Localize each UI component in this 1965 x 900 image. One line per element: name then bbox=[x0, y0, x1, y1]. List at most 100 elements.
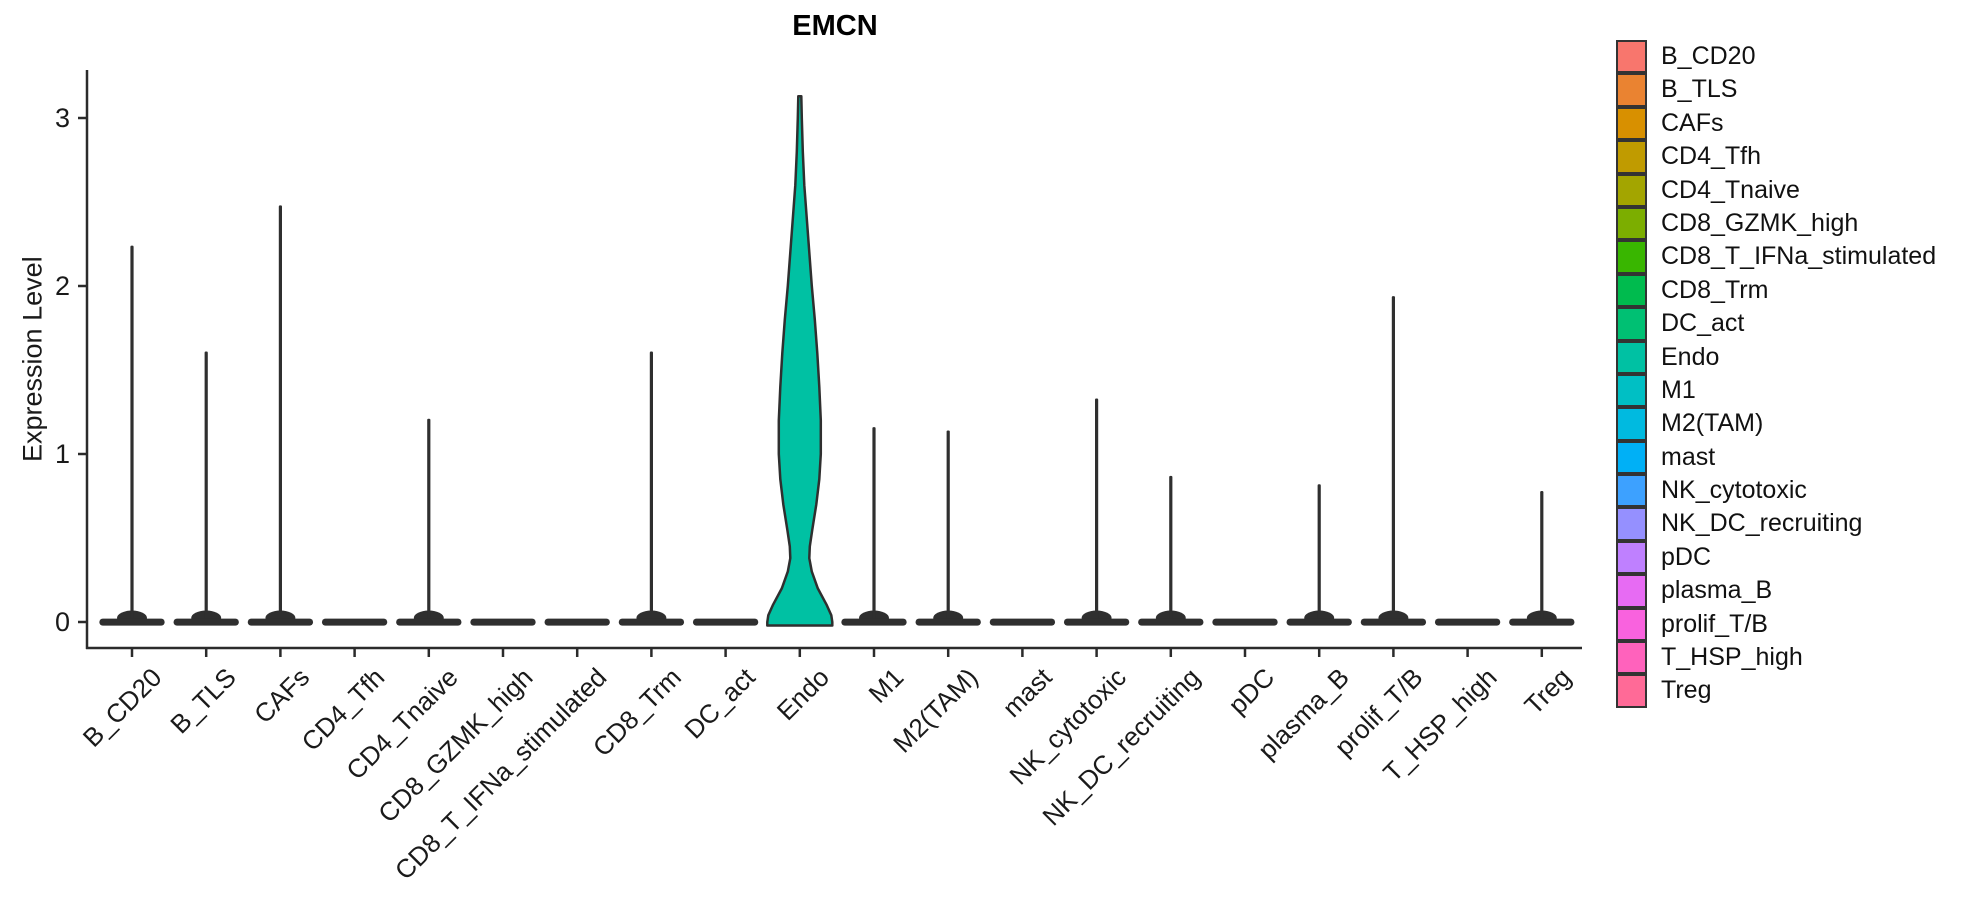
legend-item: pDC bbox=[1616, 540, 1936, 575]
violin-base bbox=[321, 618, 388, 626]
violin-base bbox=[544, 618, 610, 626]
violin-endo bbox=[766, 94, 834, 627]
legend-label: M2(TAM) bbox=[1661, 409, 1764, 438]
legend-label: M1 bbox=[1661, 375, 1696, 404]
violin-base bbox=[99, 618, 165, 626]
violin-base bbox=[618, 618, 685, 626]
violin-base bbox=[915, 618, 981, 626]
legend-label: DC_act bbox=[1661, 309, 1745, 338]
violin-spike bbox=[946, 430, 950, 622]
legend-item: DC_act bbox=[1616, 307, 1936, 341]
y-tick-label: 2 bbox=[55, 271, 70, 301]
violin-spike bbox=[649, 351, 653, 622]
violin-base bbox=[692, 618, 759, 626]
legend-item: T_HSP_high bbox=[1616, 641, 1936, 675]
y-tick-label: 0 bbox=[55, 607, 70, 637]
legend-item: CAFs bbox=[1616, 106, 1936, 141]
legend-item: NK_cytotoxic bbox=[1616, 474, 1936, 508]
violin-spike bbox=[1540, 490, 1544, 622]
legend-item: B_CD20 bbox=[1616, 40, 1936, 74]
legend-swatch-icon bbox=[1616, 140, 1647, 174]
legend-swatch-icon bbox=[1616, 240, 1647, 274]
violin-base bbox=[1212, 618, 1278, 626]
legend-item: plasma_B bbox=[1616, 574, 1936, 608]
legend-item: B_TLS bbox=[1616, 73, 1936, 107]
violin-spike bbox=[1317, 484, 1321, 622]
legend-swatch-icon bbox=[1616, 373, 1647, 408]
violin-base bbox=[1509, 618, 1575, 626]
legend-label: B_TLS bbox=[1661, 75, 1738, 104]
violin-base bbox=[173, 618, 239, 626]
violin-base bbox=[841, 618, 907, 626]
y-tick-label: 1 bbox=[55, 439, 70, 469]
legend-swatch-icon bbox=[1616, 307, 1647, 341]
legend-item: CD4_Tnaive bbox=[1616, 173, 1936, 207]
legend-item: mast bbox=[1616, 440, 1936, 475]
violin-base bbox=[247, 618, 314, 626]
violin-spike bbox=[427, 418, 431, 622]
violin-spike bbox=[130, 245, 134, 622]
legend-label: pDC bbox=[1661, 542, 1712, 571]
legend-item: CD8_GZMK_high bbox=[1616, 206, 1936, 241]
legend-swatch-icon bbox=[1616, 407, 1647, 441]
legend-item: M1 bbox=[1616, 373, 1936, 408]
violin-spike bbox=[1095, 398, 1099, 622]
legend-swatch-icon bbox=[1616, 574, 1647, 608]
legend-swatch-icon bbox=[1616, 440, 1647, 475]
legend-swatch-icon bbox=[1616, 206, 1647, 241]
violin-base bbox=[1360, 618, 1427, 626]
legend-label: plasma_B bbox=[1661, 576, 1773, 605]
legend-label: CD8_T_IFNa_stimulated bbox=[1661, 242, 1937, 271]
legend-label: CD8_GZMK_high bbox=[1661, 208, 1859, 237]
legend-swatch-icon bbox=[1616, 540, 1647, 575]
violin-base bbox=[1063, 618, 1130, 626]
legend-label: CD4_Tnaive bbox=[1661, 175, 1800, 204]
legend-label: mast bbox=[1661, 442, 1716, 471]
legend-label: prolif_T/B bbox=[1661, 609, 1768, 638]
legend-item: Treg bbox=[1616, 674, 1936, 708]
legend-swatch-icon bbox=[1616, 607, 1647, 642]
legend-label: Endo bbox=[1661, 342, 1720, 371]
legend-swatch-icon bbox=[1616, 674, 1647, 708]
legend-swatch-icon bbox=[1616, 273, 1647, 308]
legend-swatch-icon bbox=[1616, 507, 1647, 541]
legend-swatch-icon bbox=[1616, 340, 1647, 374]
legend: B_CD20 B_TLS CAFs CD4_Tfh CD4_Tnaive CD8_GZMK… bbox=[1616, 40, 1936, 708]
legend-swatch-icon bbox=[1616, 106, 1647, 141]
legend-item: CD8_T_IFNa_stimulated bbox=[1616, 240, 1937, 274]
legend-item: Endo bbox=[1616, 340, 1936, 374]
y-tick-label: 3 bbox=[55, 103, 70, 133]
violin-base bbox=[1434, 618, 1501, 626]
violin-spike bbox=[204, 351, 208, 622]
violin-base bbox=[989, 618, 1056, 626]
legend-label: NK_cytotoxic bbox=[1661, 476, 1807, 505]
legend-swatch-icon bbox=[1616, 173, 1647, 207]
legend-label: CD8_Trm bbox=[1661, 275, 1769, 304]
legend-item: CD8_Trm bbox=[1616, 273, 1936, 308]
violin-base bbox=[470, 618, 536, 626]
legend-label: NK_DC_recruiting bbox=[1661, 509, 1863, 538]
violin-spike bbox=[1391, 296, 1395, 622]
violin-spike bbox=[278, 205, 282, 623]
legend-label: T_HSP_high bbox=[1661, 643, 1803, 672]
legend-item: CD4_Tfh bbox=[1616, 140, 1936, 174]
legend-label: CAFs bbox=[1661, 108, 1724, 137]
legend-item: M2(TAM) bbox=[1616, 407, 1936, 441]
legend-label: CD4_Tfh bbox=[1661, 142, 1762, 171]
legend-swatch-icon bbox=[1616, 73, 1647, 107]
violin-base bbox=[1138, 618, 1204, 626]
violin-spike bbox=[1169, 475, 1173, 622]
violin-base bbox=[396, 618, 462, 626]
legend-item: prolif_T/B bbox=[1616, 607, 1936, 642]
legend-swatch-icon bbox=[1616, 474, 1647, 508]
chart-title: EMCN bbox=[792, 10, 878, 42]
legend-label: B_CD20 bbox=[1661, 42, 1756, 70]
legend-swatch-icon bbox=[1616, 40, 1647, 74]
violin-spike bbox=[872, 427, 876, 622]
violin-base bbox=[1286, 618, 1352, 626]
legend-swatch-icon bbox=[1616, 641, 1647, 675]
legend-item: NK_DC_recruiting bbox=[1616, 507, 1936, 541]
legend-label: Treg bbox=[1661, 676, 1712, 705]
